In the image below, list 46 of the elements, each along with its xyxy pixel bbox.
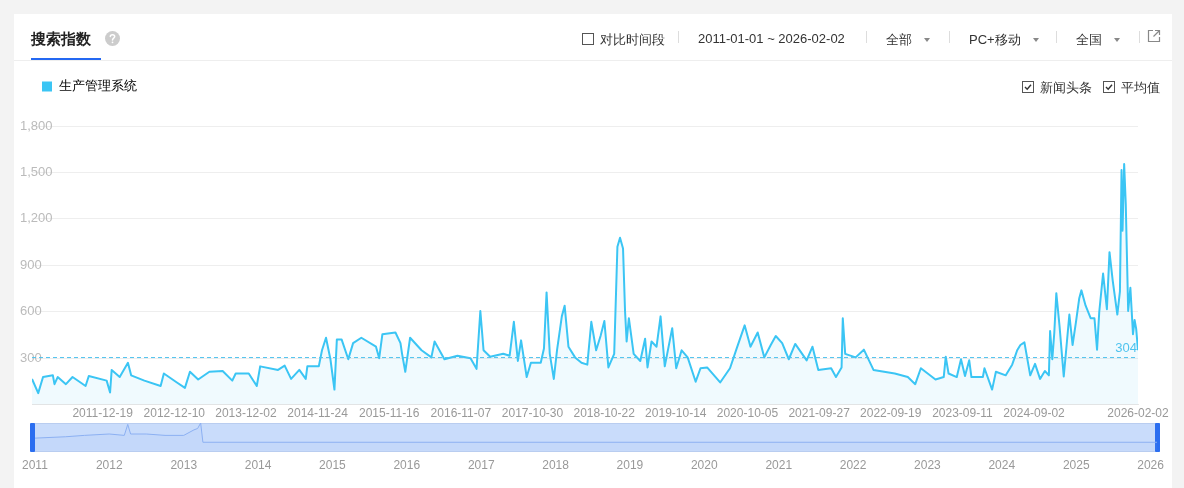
- x-tick-label: 2011-12-19: [72, 406, 134, 421]
- text: 新闻头条: [1040, 80, 1092, 95]
- chart-title: 搜索指数: [31, 30, 91, 49]
- x-tick-label: 2017-10-30: [501, 406, 564, 421]
- x-tick-label: 2022-09-19: [860, 406, 922, 421]
- x-tick-label: 2017: [467, 458, 495, 473]
- y-tick-label: 900: [20, 256, 42, 272]
- x-tick-label: 2011: [22, 458, 49, 473]
- x-tick-label: 2024: [988, 458, 1016, 473]
- x-tick-label: 2016-11-07: [430, 406, 492, 421]
- y-tick-label: 600: [20, 303, 42, 319]
- y-tick-label: 1,500: [20, 164, 53, 180]
- x-tick-label: 2024-09-02: [1003, 406, 1066, 421]
- text: 平均值: [1121, 80, 1160, 95]
- x-tick-label: 2014-11-24: [287, 406, 349, 421]
- x-tick-label: 2018-10-22: [573, 406, 636, 421]
- x-tick-label: 2025: [1062, 458, 1090, 473]
- x-tick-label: 2013: [170, 458, 198, 473]
- text: 全国: [1076, 32, 1102, 47]
- x-tick-label: 2020: [690, 458, 718, 473]
- text: 2011-01-01 ~ 2026-02-02: [698, 31, 845, 46]
- x-tick-label: 2026-02-02: [1107, 406, 1170, 421]
- x-tick-label: 2026: [1137, 458, 1165, 473]
- x-tick-label: 2019-10-14: [645, 406, 707, 421]
- x-tick-label: 2023: [914, 458, 942, 473]
- x-tick-label: 2015-11-16: [358, 406, 420, 421]
- x-tick-label: 2023-09-11: [932, 406, 993, 421]
- x-tick-label: 2019: [616, 458, 644, 473]
- y-tick-label: 1,200: [20, 210, 53, 226]
- x-tick-label: 2012: [95, 458, 123, 473]
- text: PC+移动: [969, 32, 1021, 47]
- x-tick-label: 2013-12-02: [215, 406, 277, 421]
- x-tick-label: 2014: [244, 458, 272, 473]
- x-tick-label: 2020-10-05: [716, 406, 779, 421]
- x-tick-label: 2018: [542, 458, 570, 473]
- ref-line-label: 304: [1115, 339, 1137, 355]
- x-tick-label: 2016: [393, 458, 421, 473]
- x-tick-label: 2015: [319, 458, 347, 473]
- legend-label: 生产管理系统: [58, 78, 137, 94]
- x-tick-label: 2012-12-10: [143, 406, 206, 421]
- x-tick-label: 2021-09-27: [788, 406, 851, 421]
- x-tick-label: 2022: [839, 458, 867, 473]
- text: 对比时间段: [600, 32, 665, 47]
- y-tick-label: 1,800: [20, 117, 53, 133]
- text: 全部: [886, 32, 912, 47]
- x-tick-label: 2021: [765, 458, 793, 473]
